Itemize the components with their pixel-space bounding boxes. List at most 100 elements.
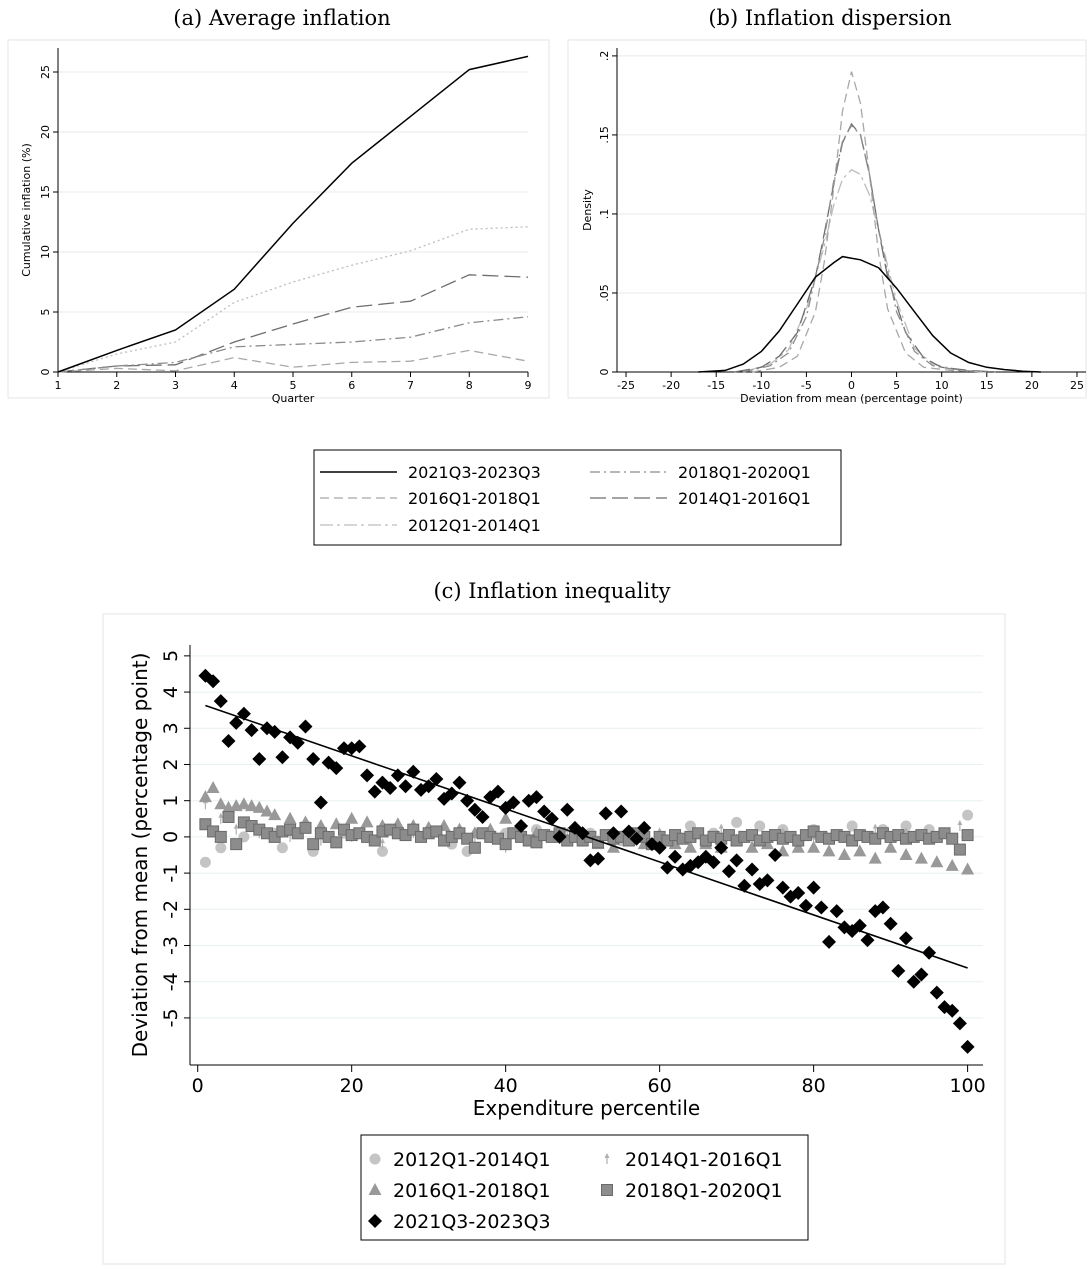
data-point-square <box>953 843 966 856</box>
data-point-diamond <box>537 804 552 819</box>
data-point-diamond <box>329 761 344 776</box>
series-line-b <box>698 255 1041 373</box>
data-point-circle <box>731 816 743 828</box>
marker-legend-box <box>360 1134 809 1241</box>
data-point-spike <box>957 820 963 832</box>
data-point-spike <box>379 838 385 850</box>
x-tick-label-b: 0 <box>848 379 855 392</box>
x-tick-label-a: 8 <box>466 379 473 392</box>
x-tick-label-a: 1 <box>55 379 62 392</box>
y-tick-label-c: 5 <box>160 650 182 662</box>
data-point-square <box>407 823 420 836</box>
data-point-triangle <box>868 851 882 864</box>
data-point-circle <box>215 842 227 854</box>
data-point-triangle <box>837 848 851 860</box>
data-point-diamond <box>467 802 482 817</box>
x-axis-label-c: Expenditure percentile <box>473 1096 700 1120</box>
data-point-diamond <box>606 826 621 841</box>
data-point-diamond <box>883 916 898 931</box>
legend-marker-triangle <box>368 1183 382 1195</box>
x-tick-label-a: 7 <box>407 379 414 392</box>
data-point-diamond <box>560 802 575 817</box>
data-point-diamond <box>213 694 228 709</box>
data-point-square <box>230 838 243 851</box>
y-tick-label-a: 0 <box>39 369 52 376</box>
x-tick-label-b: -20 <box>662 379 680 392</box>
data-point-diamond <box>652 840 667 855</box>
data-point-diamond <box>806 880 821 895</box>
data-point-square <box>961 829 974 842</box>
data-point-square <box>468 841 481 854</box>
data-point-square <box>430 825 443 838</box>
data-point-diamond <box>514 819 529 834</box>
y-tick-label-b: .2 <box>598 51 611 62</box>
x-tick-label-b: 20 <box>1025 379 1039 392</box>
data-point-circle <box>376 845 388 857</box>
chart-a: (a) Average inflation 0 5 10 15 20 25 1 2 3 4 5 6 7 8 9… <box>7 6 550 405</box>
data-point-diamond <box>475 809 490 824</box>
data-point-diamond <box>367 784 382 799</box>
y-tick-label-c: -5 <box>160 1008 182 1027</box>
x-tick-label-b: 15 <box>980 379 994 392</box>
data-point-diamond <box>775 880 790 895</box>
y-tick-label-c: 3 <box>160 722 182 734</box>
data-point-diamond <box>398 779 413 794</box>
y-tick-label-c: -3 <box>160 936 182 955</box>
legend-marker-spike <box>604 1153 610 1164</box>
x-tick-label-a: 9 <box>525 379 532 392</box>
data-point-triangle <box>884 840 898 853</box>
data-point-diamond <box>313 795 328 810</box>
y-tick-label-b: .05 <box>598 284 611 302</box>
data-point-diamond <box>637 820 652 835</box>
data-point-spike-head <box>379 838 385 844</box>
series-line-a <box>57 349 529 373</box>
series-line-b <box>752 71 987 373</box>
data-point-diamond <box>706 855 721 870</box>
data-point-spike-head <box>872 823 878 829</box>
y-tick-label-a: 25 <box>39 65 52 79</box>
y-tick-label-c: 0 <box>160 831 182 843</box>
x-tick-label-b: 10 <box>935 379 949 392</box>
data-point-square <box>461 832 474 845</box>
data-point-spike <box>233 823 239 835</box>
data-point-circle <box>754 820 766 832</box>
x-axis-label-a: Quarter <box>272 392 315 405</box>
data-point-diamond <box>960 1039 975 1054</box>
data-point-diamond <box>822 934 837 949</box>
data-point-diamond <box>244 723 259 738</box>
data-point-square <box>368 834 381 847</box>
data-point-circle <box>276 842 288 854</box>
chart-title-a: (a) Average inflation <box>173 6 390 30</box>
x-tick-label-c: 0 <box>192 1075 204 1097</box>
y-tick-label-b: 0 <box>598 369 611 376</box>
data-point-square <box>330 836 343 849</box>
data-point-diamond <box>829 904 844 919</box>
data-point-square <box>222 810 235 823</box>
data-point-diamond <box>760 873 775 888</box>
data-point-diamond <box>360 768 375 783</box>
data-point-triangle <box>360 815 374 828</box>
data-point-diamond <box>899 931 914 946</box>
data-point-square <box>299 821 312 834</box>
series-line-a <box>57 55 529 373</box>
chart-title-b: (b) Inflation dispersion <box>708 6 951 30</box>
legend-marker-circle <box>369 1153 381 1165</box>
line-legend-box <box>313 449 842 546</box>
x-tick-label-b: 5 <box>893 379 900 392</box>
data-point-triangle <box>961 862 975 875</box>
data-point-triangle <box>807 840 821 853</box>
legend-line-label: 2012Q1-2014Q1 <box>408 516 541 535</box>
data-point-diamond <box>929 985 944 1000</box>
data-point-circle <box>199 856 211 868</box>
data-point-triangle <box>683 840 697 853</box>
legend-marker-label: 2012Q1-2014Q1 <box>393 1149 551 1171</box>
series-line-b <box>734 122 996 373</box>
data-point-triangle <box>252 800 266 813</box>
data-point-triangle <box>260 804 274 817</box>
x-tick-label-c: 80 <box>802 1075 826 1097</box>
panel-frame-b <box>567 39 1087 399</box>
data-point-diamond <box>945 1003 960 1018</box>
data-point-diamond <box>860 933 875 948</box>
y-axis-label-a: Cumulative inflation (%) <box>20 143 33 277</box>
